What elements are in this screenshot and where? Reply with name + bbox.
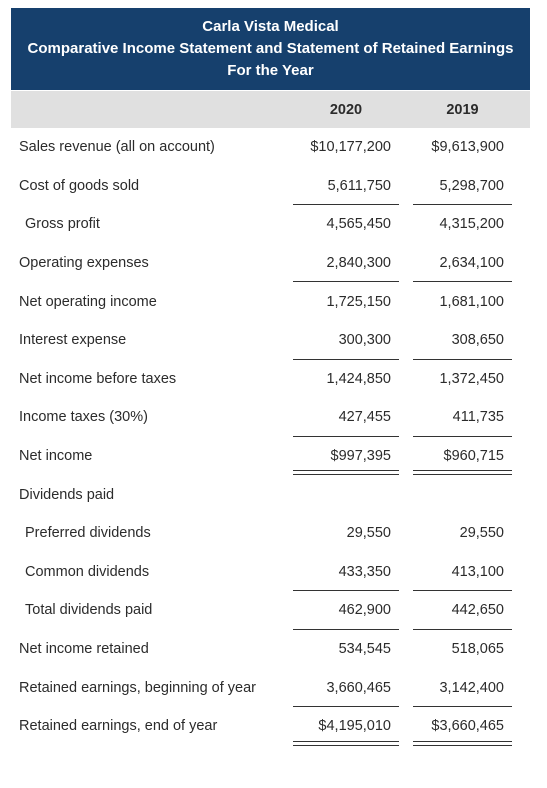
row-label: Net income retained bbox=[19, 641, 149, 658]
value-2019: 1,372,450 bbox=[439, 370, 504, 387]
value-2020: 5,611,750 bbox=[293, 167, 399, 206]
value-2019: 308,650 bbox=[413, 321, 512, 360]
value-2020: 29,550 bbox=[346, 525, 391, 542]
statement-period: For the Year bbox=[227, 62, 314, 79]
row-label: Common dividends bbox=[25, 563, 150, 580]
table-row: Sales revenue (all on account) $10,177,20… bbox=[11, 128, 530, 167]
table-row: Gross profit 4,565,450 4,315,200 bbox=[11, 205, 530, 244]
value-2019: 29,550 bbox=[459, 525, 504, 542]
value-2020: 2,840,300 bbox=[293, 244, 399, 283]
value-2020: $4,195,010 bbox=[293, 707, 399, 746]
statement-title: Comparative Income Statement and Stateme… bbox=[27, 40, 514, 57]
value-2020: $10,177,200 bbox=[310, 139, 391, 156]
row-label: Net income before taxes bbox=[19, 370, 177, 387]
table-row: Common dividends 433,350 413,100 bbox=[11, 553, 530, 592]
row-label: Operating expenses bbox=[19, 255, 149, 272]
value-2019: 3,142,400 bbox=[413, 668, 512, 707]
value-2019: 411,735 bbox=[413, 398, 512, 437]
row-label: Dividends paid bbox=[19, 486, 115, 503]
table-row: Operating expenses 2,840,300 2,634,100 bbox=[11, 244, 530, 283]
value-2019: 4,315,200 bbox=[439, 216, 504, 233]
column-header-2020: 2020 bbox=[329, 101, 363, 118]
row-label: Interest expense bbox=[19, 332, 127, 349]
value-2020: 300,300 bbox=[293, 321, 399, 360]
value-2019 bbox=[413, 475, 512, 514]
table-row: Total dividends paid 462,900 442,650 bbox=[11, 591, 530, 630]
row-label: Gross profit bbox=[25, 216, 100, 233]
row-label: Preferred dividends bbox=[25, 525, 151, 542]
value-2020: 534,545 bbox=[338, 641, 391, 658]
table-row: Net operating income 1,725,150 1,681,100 bbox=[11, 282, 530, 321]
table-row: Preferred dividends 29,550 29,550 bbox=[11, 514, 530, 553]
value-2020: $997,395 bbox=[293, 437, 399, 476]
row-label: Total dividends paid bbox=[25, 602, 153, 619]
value-2020: 4,565,450 bbox=[326, 216, 391, 233]
row-label: Net income bbox=[19, 448, 93, 465]
value-2019: 518,065 bbox=[451, 641, 504, 658]
row-label: Income taxes (30%) bbox=[19, 409, 148, 426]
company-name: Carla Vista Medical bbox=[202, 18, 339, 35]
value-2020: 427,455 bbox=[293, 398, 399, 437]
row-label: Net operating income bbox=[19, 293, 157, 310]
column-header-row: 2020 2019 bbox=[11, 91, 530, 128]
value-2020: 3,660,465 bbox=[293, 668, 399, 707]
income-statement: Carla Vista Medical Comparative Income S… bbox=[11, 8, 530, 746]
value-2019: 413,100 bbox=[413, 553, 512, 592]
table-row: Cost of goods sold 5,611,750 5,298,700 bbox=[11, 167, 530, 206]
row-label: Retained earnings, end of year bbox=[19, 718, 218, 735]
table-row: Retained earnings, end of year $4,195,010… bbox=[11, 707, 530, 746]
value-2019: $3,660,465 bbox=[413, 707, 512, 746]
value-2019: 1,681,100 bbox=[439, 293, 504, 310]
column-header-2019: 2019 bbox=[446, 101, 479, 118]
table-row: Net income retained 534,545 518,065 bbox=[11, 630, 530, 669]
table-row: Income taxes (30%) 427,455 411,735 bbox=[11, 398, 530, 437]
statement-rows: Sales revenue (all on account) $10,177,20… bbox=[11, 128, 530, 746]
row-label: Sales revenue (all on account) bbox=[19, 139, 215, 156]
value-2019: 2,634,100 bbox=[413, 244, 512, 283]
table-row: Net income $997,395 $960,715 bbox=[11, 437, 530, 476]
table-row: Retained earnings, beginning of year 3,66… bbox=[11, 668, 530, 707]
table-row: Dividends paid bbox=[11, 475, 530, 514]
value-2019: $960,715 bbox=[413, 437, 512, 476]
row-label: Retained earnings, beginning of year bbox=[19, 679, 256, 696]
value-2019: 5,298,700 bbox=[413, 167, 512, 206]
value-2020 bbox=[293, 475, 399, 514]
table-row: Net income before taxes 1,424,850 1,372,45… bbox=[11, 360, 530, 399]
value-2020: 1,424,850 bbox=[326, 370, 391, 387]
value-2020: 1,725,150 bbox=[326, 293, 391, 310]
value-2019: 442,650 bbox=[413, 591, 512, 630]
value-2020: 462,900 bbox=[293, 591, 399, 630]
row-label: Cost of goods sold bbox=[19, 177, 140, 194]
value-2019: $9,613,900 bbox=[431, 139, 504, 156]
statement-header: Carla Vista Medical Comparative Income S… bbox=[11, 8, 530, 90]
table-row: Interest expense 300,300 308,650 bbox=[11, 321, 530, 360]
value-2020: 433,350 bbox=[293, 553, 399, 592]
